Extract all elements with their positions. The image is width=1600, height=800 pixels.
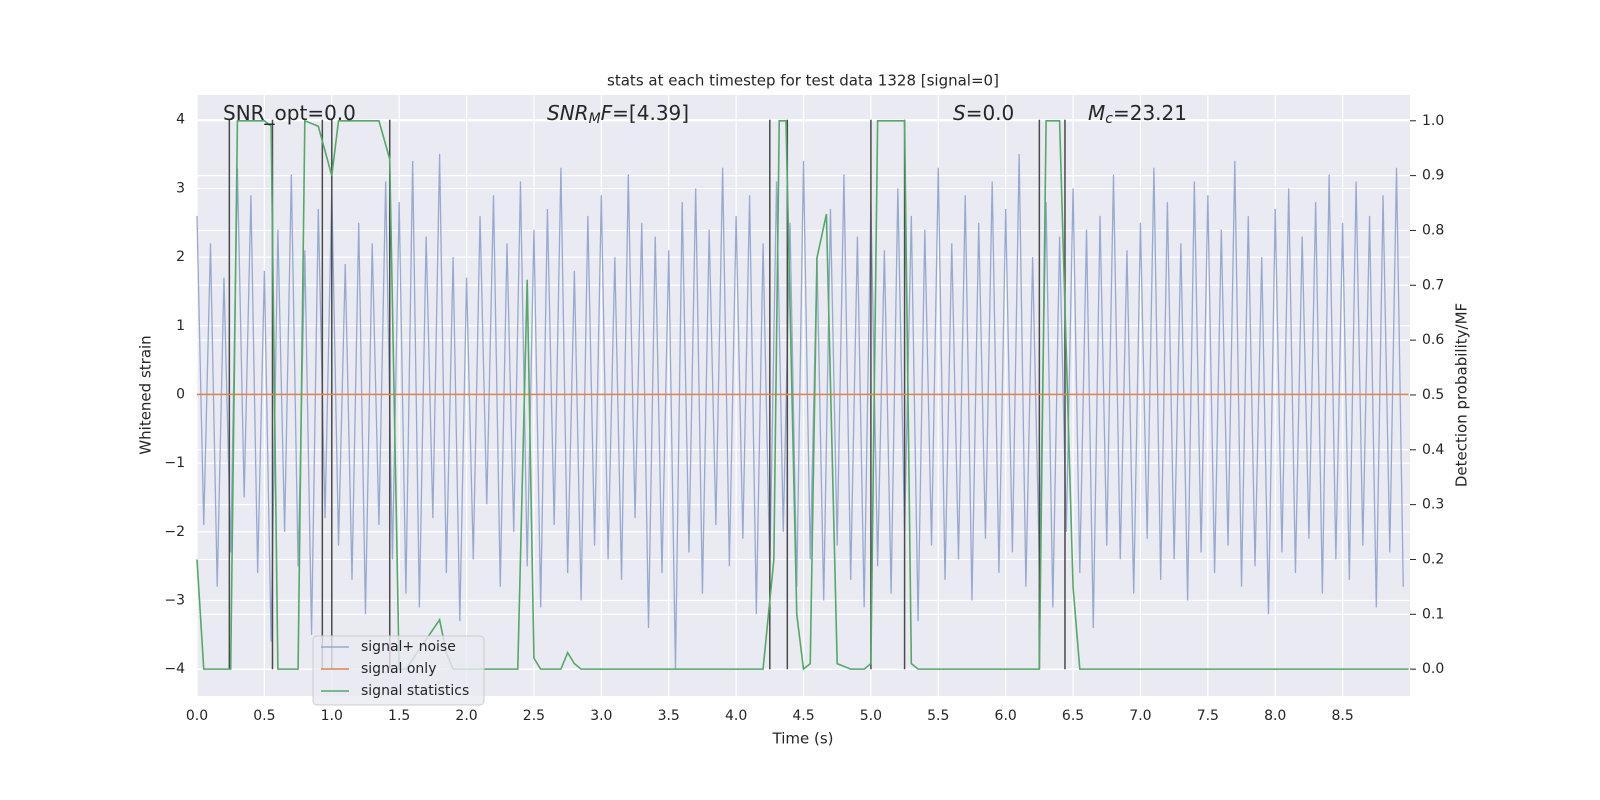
annotation-part: c — [1105, 111, 1113, 127]
y-tick-label: 1 — [176, 318, 185, 334]
x-tick-label: 8.0 — [1264, 708, 1286, 724]
y2-tick-label: 0.5 — [1422, 387, 1444, 403]
annotation-part: =23.21 — [1113, 101, 1187, 125]
annotation: Mc=23.21 — [1088, 101, 1187, 128]
legend-label: signal only — [361, 661, 436, 677]
annotation-part: SNR_opt=0.0 — [223, 101, 356, 125]
annotation-part: M — [589, 111, 601, 127]
y-tick-label: −4 — [164, 661, 185, 677]
series-line — [196, 154, 1404, 670]
x-tick-label: 0.0 — [186, 708, 208, 724]
y2-tick-label: 0.0 — [1422, 661, 1444, 677]
x-tick-label: 7.0 — [1129, 708, 1151, 724]
y2-tick-label: 0.2 — [1422, 551, 1444, 567]
y2-axis-label: Detection probability/MF — [1453, 303, 1471, 487]
annotation-part: F — [601, 101, 613, 125]
x-tick-label: 4.5 — [792, 708, 814, 724]
chart-title: stats at each timestep for test data 132… — [607, 72, 999, 90]
y2-tick-label: 0.3 — [1422, 497, 1444, 513]
x-tick-label: 1.5 — [388, 708, 410, 724]
annotation-part: S — [953, 101, 966, 125]
x-tick-label: 2.5 — [523, 708, 545, 724]
y2-tick-label: 1.0 — [1422, 113, 1444, 129]
x-tick-label: 1.0 — [321, 708, 343, 724]
annotation-part: SNR — [547, 101, 589, 125]
legend-frame — [312, 635, 485, 706]
y-tick-label: 4 — [176, 112, 185, 128]
annotation: S=0.0 — [953, 101, 1014, 125]
x-tick-label: 3.5 — [658, 708, 680, 724]
annotation-part: =[4.39] — [612, 101, 689, 125]
annotation-part: =0.0 — [966, 101, 1015, 125]
legend-label: signal statistics — [361, 683, 469, 699]
x-tick-label: 3.0 — [590, 708, 612, 724]
x-tick-label: 2.0 — [455, 708, 477, 724]
annotation-part: M — [1088, 101, 1105, 125]
y2-tick-label: 0.6 — [1422, 332, 1444, 348]
x-tick-label: 6.5 — [1062, 708, 1084, 724]
y2-tick-label: 0.8 — [1422, 222, 1444, 238]
y-tick-label: 2 — [176, 249, 185, 265]
y2-tick-label: 0.9 — [1422, 168, 1444, 184]
y-axis-label: Whitened strain — [137, 335, 155, 454]
x-tick-label: 0.5 — [253, 708, 275, 724]
y-tick-label: 0 — [176, 386, 185, 402]
y-tick-label: −1 — [164, 455, 185, 471]
x-tick-label: 4.0 — [725, 708, 747, 724]
x-tick-label: 5.0 — [860, 708, 882, 724]
y-tick-label: −2 — [164, 524, 185, 540]
y-tick-label: 3 — [176, 180, 185, 196]
x-axis-label: Time (s) — [772, 730, 834, 748]
series-line — [196, 119, 1409, 671]
y2-tick-label: 0.4 — [1422, 442, 1444, 458]
x-tick-label: 8.5 — [1331, 708, 1353, 724]
x-tick-label: 7.5 — [1197, 708, 1219, 724]
annotation: SNR_opt=0.0 — [223, 101, 356, 125]
y2-tick-label: 0.7 — [1422, 277, 1444, 293]
y-tick-label: −3 — [164, 593, 185, 609]
y2-tick-label: 0.1 — [1422, 606, 1444, 622]
annotation: SNRMF=[4.39] — [547, 101, 689, 128]
legend-label: signal+ noise — [361, 639, 456, 655]
x-tick-label: 6.0 — [995, 708, 1017, 724]
legend: signal+ noise signal only signal statistic… — [312, 635, 485, 706]
x-tick-label: 5.5 — [927, 708, 949, 724]
